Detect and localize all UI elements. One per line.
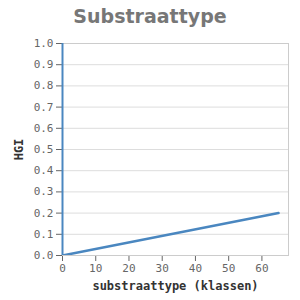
svg-text:HGI: HGI [12,139,26,161]
svg-text:0.0: 0.0 [34,249,54,262]
svg-text:20: 20 [122,262,135,275]
svg-text:60: 60 [255,262,268,275]
svg-text:0.8: 0.8 [34,79,54,92]
svg-text:0.7: 0.7 [34,101,54,114]
svg-text:0.2: 0.2 [34,207,54,220]
svg-text:substraattype (klassen): substraattype (klassen) [92,279,258,293]
svg-text:0.5: 0.5 [34,143,54,156]
svg-text:0.3: 0.3 [34,185,54,198]
svg-text:10: 10 [89,262,102,275]
svg-text:0.1: 0.1 [34,228,54,241]
svg-text:0.9: 0.9 [34,58,54,71]
html-text:Substraattype: Substraattype [73,5,227,27]
svg-text:50: 50 [222,262,235,275]
svg-text:30: 30 [156,262,169,275]
svg-text:0.6: 0.6 [34,122,54,135]
svg-text:1.0: 1.0 [34,37,54,50]
svg-text:40: 40 [189,262,202,275]
svg-text:0.4: 0.4 [34,164,54,177]
svg-text:0: 0 [59,262,66,275]
